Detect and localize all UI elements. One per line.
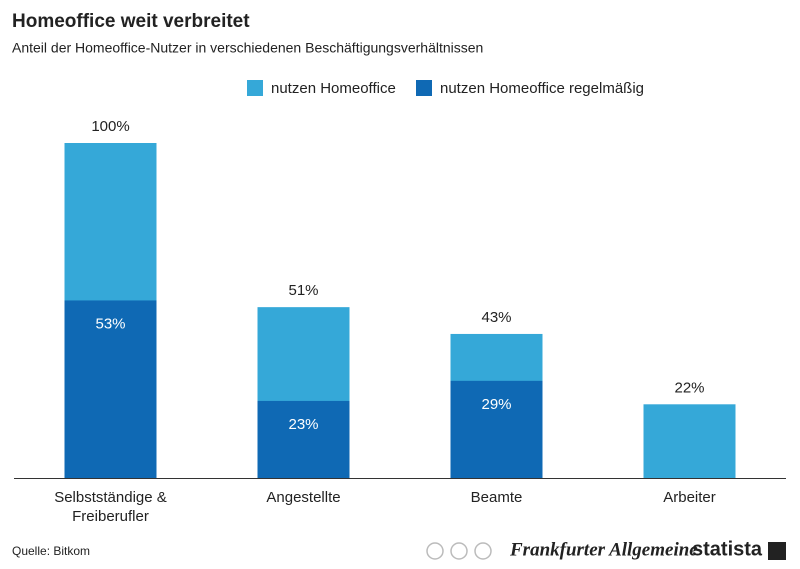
x-tick-label: Selbstständige & Freiberufler (54, 489, 167, 525)
value-label: 51% (288, 282, 318, 299)
legend-label: nutzen Homeoffice (271, 80, 396, 97)
legend-swatch (247, 80, 263, 96)
value-label: 43% (481, 309, 511, 326)
bar (257, 400, 350, 478)
chart-subtitle: Anteil der Homeoffice-Nutzer in verschie… (12, 40, 483, 56)
value-label: 29% (481, 396, 511, 413)
legend-swatch (416, 80, 432, 96)
x-tick-label: Angestellte (266, 489, 341, 506)
chart-title: Homeoffice weit verbreitet (12, 11, 250, 32)
x-tick-label: Beamte (470, 489, 523, 506)
bar (643, 404, 736, 478)
brand-icon (768, 542, 786, 560)
brand: statista (692, 538, 763, 560)
x-tick-label: Arbeiter (663, 489, 716, 506)
bar (64, 300, 157, 478)
cc-icons (426, 542, 492, 560)
value-label: 23% (288, 416, 318, 433)
value-label: 100% (91, 118, 129, 135)
value-label: 22% (674, 379, 704, 396)
legend-label: nutzen Homeoffice regelmäßig (440, 80, 644, 97)
source: Quelle: Bitkom (12, 544, 90, 558)
bar (450, 380, 543, 478)
publisher: Frankfurter Allgemeine (509, 539, 698, 560)
value-label: 53% (95, 315, 125, 332)
